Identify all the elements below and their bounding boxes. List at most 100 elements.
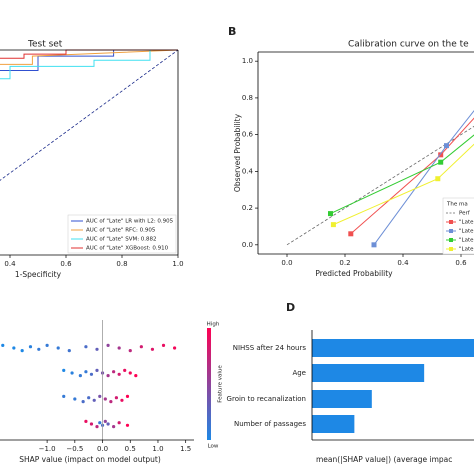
shap-dot	[67, 349, 71, 353]
shap-dot	[98, 394, 102, 398]
shap-dot	[28, 345, 33, 349]
x-tick-label: −0.5	[66, 445, 83, 453]
legend-label: Perf	[459, 211, 471, 217]
shap-dot	[81, 400, 85, 404]
panel-label: D	[286, 301, 295, 314]
legend-label: "Late	[459, 247, 474, 253]
shap-dot	[106, 343, 110, 347]
legend-label: "Late	[459, 238, 474, 244]
marker	[435, 176, 441, 182]
shap-dot	[103, 419, 107, 423]
x-tick-label: 0.4	[397, 259, 409, 267]
legend-label: AUC of "Late" XGBoost: 0.910	[86, 246, 169, 252]
shap-dot	[84, 345, 88, 349]
legend-swatch	[449, 220, 453, 224]
legend-swatch	[449, 229, 453, 233]
shap-dot	[84, 419, 88, 423]
colorbar-low: Low	[208, 444, 219, 450]
shap-dot	[84, 370, 88, 374]
marker	[444, 143, 449, 149]
x-tick-label: 0.4	[4, 260, 16, 268]
shap-dot	[89, 372, 94, 376]
shap-dot	[78, 374, 82, 378]
shap-dot	[128, 349, 132, 353]
shap-dot	[98, 421, 102, 425]
x-tick-label: 1.0	[172, 260, 183, 268]
marker	[348, 231, 354, 237]
bar	[312, 415, 355, 433]
shap-dot	[106, 422, 110, 426]
legend-label: AUC of "Late" LR with L2: 0.905	[86, 219, 174, 225]
category-label: NIHSS after 24 hours	[233, 344, 307, 352]
x-axis-label: Predicted Probability	[315, 269, 393, 278]
category-label: Groin to recanalization	[227, 395, 306, 403]
shap-dot	[112, 425, 116, 429]
marker	[330, 222, 336, 228]
legend-label: "Late	[459, 229, 474, 235]
legend-box	[442, 197, 474, 255]
shap-dot	[109, 400, 113, 404]
y-tick-label: 0.0	[242, 241, 253, 249]
colorbar-label: Feature value	[218, 365, 224, 403]
shap-dot	[128, 371, 132, 375]
marker	[438, 152, 444, 158]
colorbar	[207, 328, 211, 440]
marker	[438, 159, 444, 165]
shap-dot	[150, 347, 155, 351]
shap-dot	[123, 368, 127, 372]
category-label: Number of passages	[234, 420, 306, 428]
x-axis-label: SHAP value (impact on model output)	[19, 455, 161, 464]
category-label: Age	[292, 369, 306, 377]
y-tick-label: 0.8	[242, 94, 253, 102]
plot-area	[1, 343, 177, 429]
shap-dot	[56, 346, 60, 350]
series-line	[0, 49, 178, 80]
shap-dot	[37, 347, 41, 351]
shap-dot	[1, 343, 5, 347]
shap-dot	[173, 346, 177, 350]
shap-dot	[89, 422, 94, 426]
chart-title: Calibration curve on the te	[348, 40, 469, 50]
shap-dot	[139, 345, 143, 349]
y-tick-label: 0.6	[242, 131, 254, 139]
shap-dot	[117, 372, 121, 376]
x-axis-label: mean(|SHAP value|) (average impac	[316, 455, 452, 464]
x-tick-label: 0.0	[281, 259, 292, 267]
diagonal	[286, 125, 474, 246]
series-line	[0, 49, 179, 65]
y-tick-label: 0.4	[242, 167, 254, 175]
shap-dot	[103, 397, 107, 401]
shap-dot	[134, 374, 138, 378]
marker	[328, 211, 333, 217]
bar	[312, 339, 474, 357]
shap-dot	[125, 394, 130, 398]
shap-dot	[92, 398, 96, 402]
shap-dot	[106, 374, 110, 378]
shap-dot	[112, 370, 116, 374]
shap-dot	[95, 347, 99, 351]
x-axis-label: 1-Specificity	[15, 270, 62, 279]
shap-dot	[70, 371, 74, 375]
x-tick-label: 1.5	[180, 445, 191, 453]
shap-dot	[117, 421, 121, 425]
x-tick-label: 0.2	[339, 259, 350, 267]
shap-dot	[161, 343, 166, 347]
bar	[312, 364, 425, 382]
shap-dot	[120, 398, 124, 402]
chart-title: Test set	[27, 40, 63, 50]
bar	[312, 390, 372, 408]
legend-box	[67, 214, 177, 254]
panel-label: B	[228, 25, 236, 38]
shap-dot	[95, 425, 99, 429]
colorbar-high: High	[207, 322, 220, 328]
legend-swatch	[449, 247, 453, 251]
shap-dot	[114, 396, 118, 400]
legend-title: The ma	[446, 202, 468, 208]
shap-dot	[125, 423, 130, 427]
legend-swatch	[449, 238, 453, 242]
shap-dot	[95, 368, 99, 372]
x-tick-label: 0.0	[97, 445, 108, 453]
legend-label: "Late	[459, 220, 474, 226]
legend-label: AUC of "Late" SVM: 0.882	[86, 237, 157, 243]
